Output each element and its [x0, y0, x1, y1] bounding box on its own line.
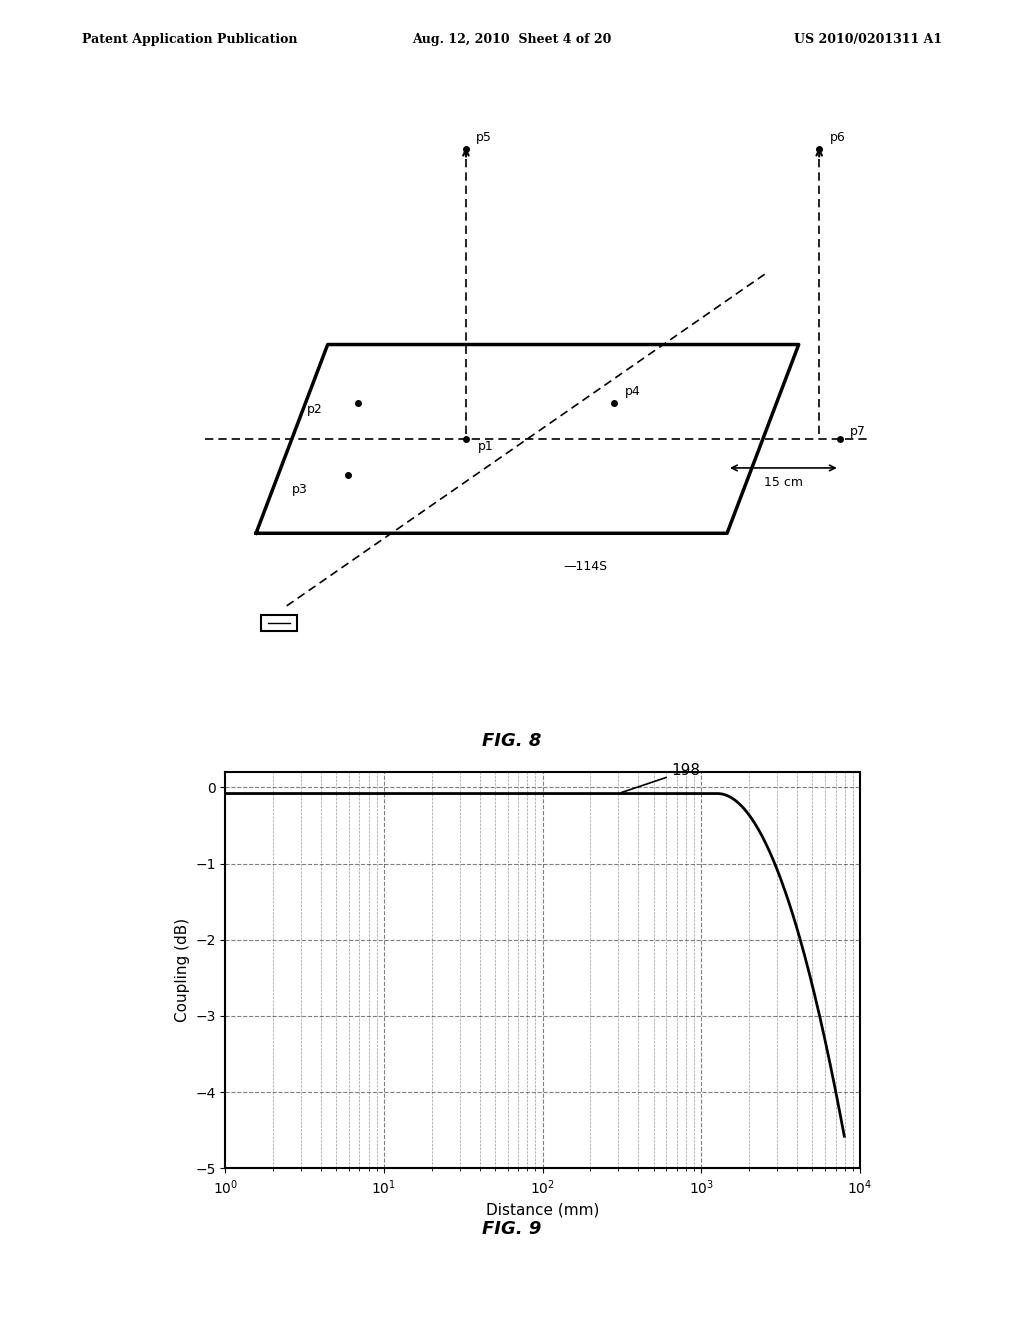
Text: Patent Application Publication: Patent Application Publication [82, 33, 297, 46]
Text: p5: p5 [476, 131, 493, 144]
Text: —114S: —114S [563, 560, 607, 573]
Bar [261, 615, 297, 631]
Text: p3: p3 [292, 483, 307, 496]
Text: FIG. 9: FIG. 9 [482, 1220, 542, 1238]
Text: 15 cm: 15 cm [764, 477, 803, 490]
Text: US 2010/0201311 A1: US 2010/0201311 A1 [794, 33, 942, 46]
Text: p6: p6 [829, 131, 845, 144]
Text: p1: p1 [478, 440, 494, 453]
Text: FIG. 8: FIG. 8 [482, 731, 542, 750]
Text: 198: 198 [622, 763, 700, 792]
X-axis label: Distance (mm): Distance (mm) [486, 1203, 599, 1217]
Text: p2: p2 [307, 404, 323, 417]
Text: p4: p4 [625, 385, 640, 399]
Text: p7: p7 [850, 425, 866, 438]
Y-axis label: Coupling (dB): Coupling (dB) [174, 919, 189, 1022]
Text: Aug. 12, 2010  Sheet 4 of 20: Aug. 12, 2010 Sheet 4 of 20 [413, 33, 611, 46]
